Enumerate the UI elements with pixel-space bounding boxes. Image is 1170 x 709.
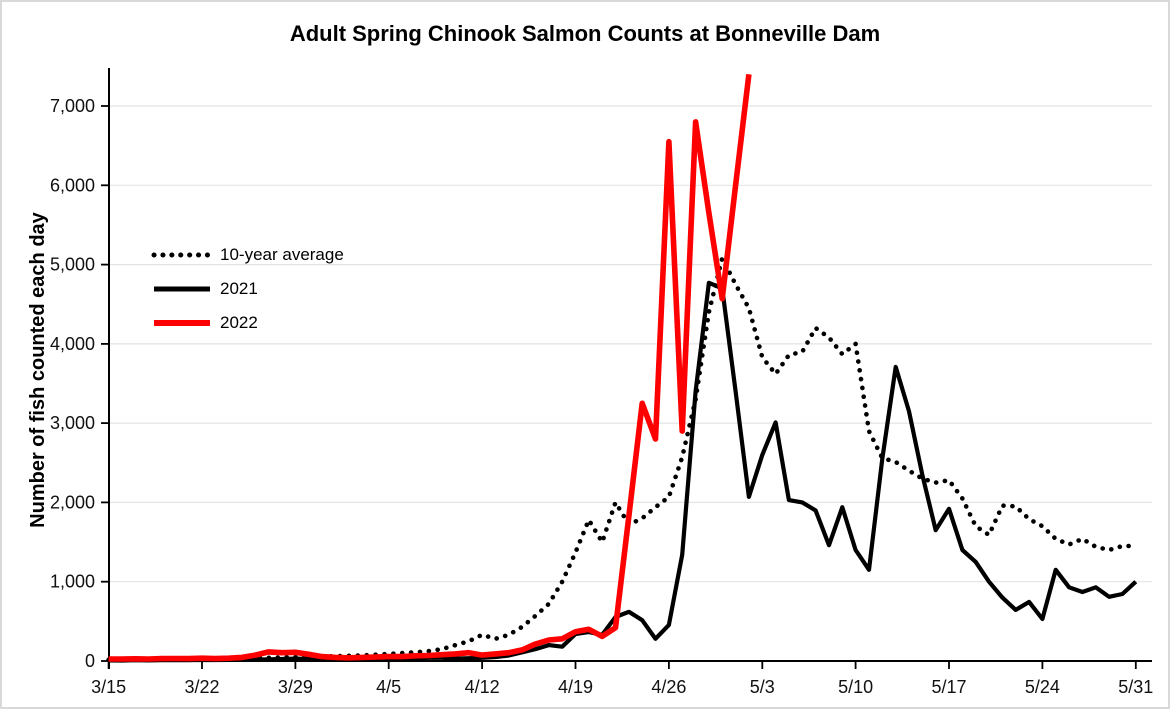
x-tick-label: 5/3	[750, 677, 775, 697]
chart-title: Adult Spring Chinook Salmon Counts at Bo…	[289, 21, 881, 46]
x-tick-label: 4/5	[376, 677, 401, 697]
x-tick-label: 3/15	[91, 677, 126, 697]
legend-dotted-line-sample	[151, 252, 213, 258]
y-tick-label: 3,000	[50, 413, 95, 433]
y-tick-label: 1,000	[50, 572, 95, 592]
y-tick-label: 2,000	[50, 492, 95, 512]
legend-label-2021: 2021	[220, 279, 258, 298]
x-tick-label: 5/24	[1025, 677, 1060, 697]
x-tick-label: 3/29	[278, 677, 313, 697]
x-tick-label: 4/12	[465, 677, 500, 697]
series-2021-line	[108, 280, 1138, 663]
y-tick-label: 6,000	[50, 175, 95, 195]
legend-solid-red-line-sample	[154, 320, 210, 326]
legend-item-2021: 2021	[151, 272, 344, 306]
x-tick-label: 4/19	[558, 677, 593, 697]
y-tick-label: 5,000	[50, 255, 95, 275]
legend-label-10-year-average: 10-year average	[220, 245, 344, 264]
legend-label-2022: 2022	[220, 313, 258, 332]
x-tick-label: 5/31	[1118, 677, 1153, 697]
y-tick-label: 7,000	[50, 96, 95, 116]
x-tick-label: 3/22	[184, 677, 219, 697]
x-tick-label: 5/17	[931, 677, 966, 697]
legend: 10-year average 2021 2022	[151, 238, 344, 340]
legend-solid-black-line-sample	[154, 286, 210, 292]
legend-item-2022: 2022	[151, 306, 344, 340]
x-tick-label: 4/26	[651, 677, 686, 697]
y-tick-label: 0	[85, 651, 95, 671]
x-tick-label: 5/10	[838, 677, 873, 697]
legend-item-10-year-average: 10-year average	[151, 238, 344, 272]
y-tick-label: 4,000	[50, 334, 95, 354]
series-2022-line	[108, 73, 752, 662]
